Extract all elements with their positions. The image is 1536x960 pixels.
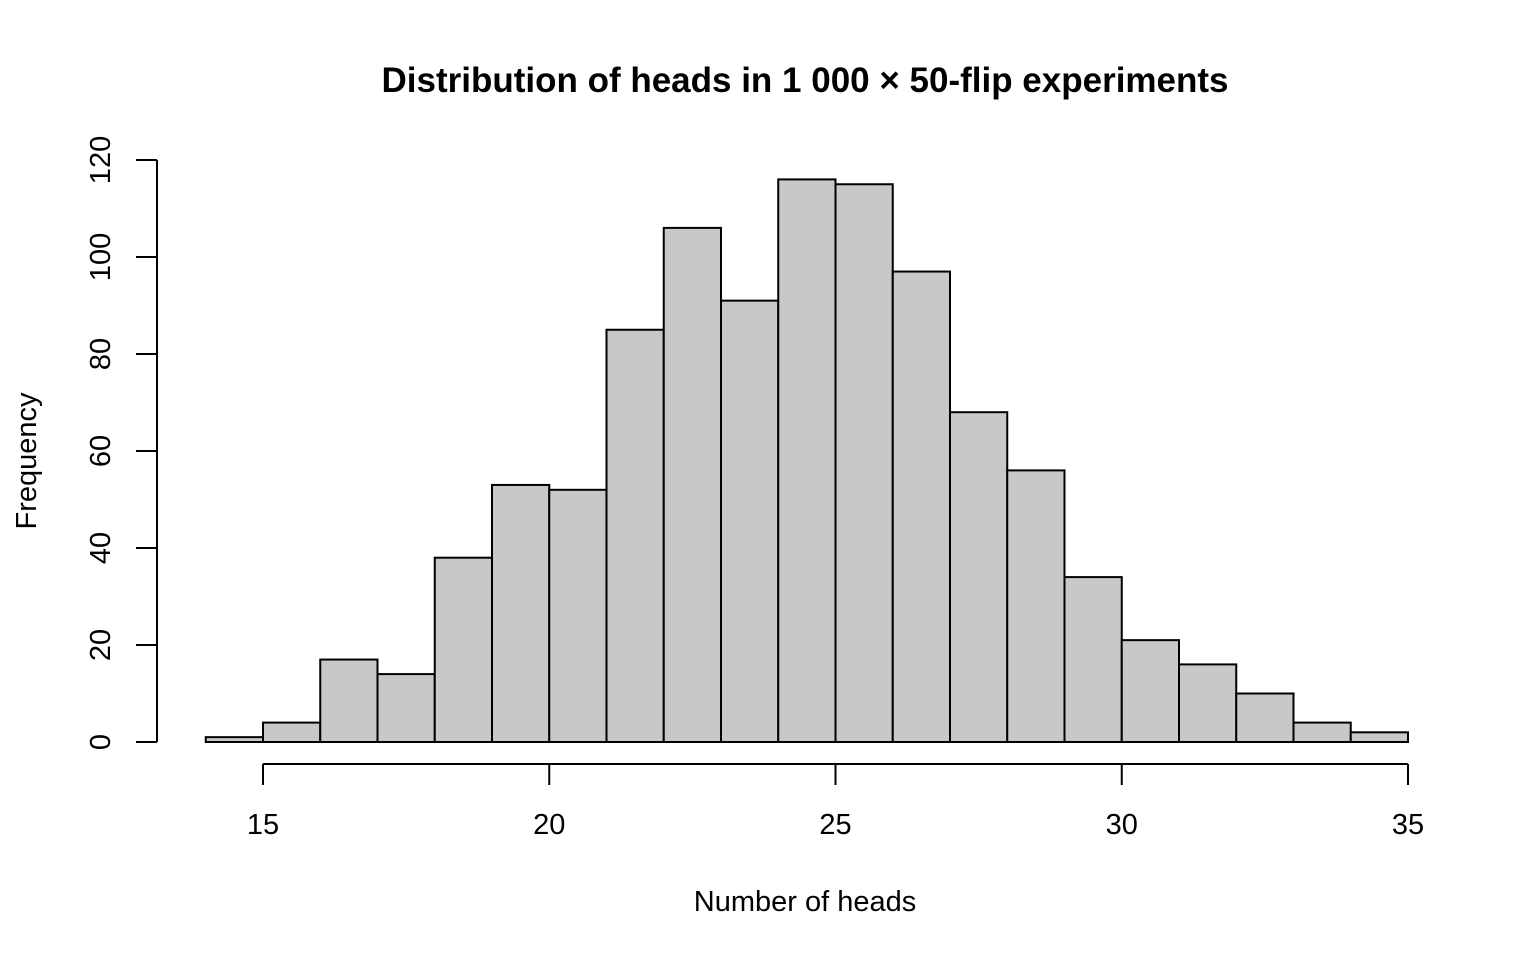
histogram-bar bbox=[834, 183, 894, 743]
histogram-bar bbox=[319, 658, 379, 743]
histogram-bar bbox=[662, 226, 722, 743]
x-axis-label: Number of heads bbox=[694, 886, 916, 918]
histogram-bar bbox=[1006, 469, 1066, 743]
histogram-bar bbox=[891, 270, 951, 743]
histogram-bar bbox=[1292, 721, 1352, 743]
chart-title: Distribution of heads in 1 000 × 50-flip… bbox=[381, 61, 1228, 100]
histogram-bar bbox=[262, 721, 322, 743]
histogram-bar bbox=[777, 178, 837, 743]
x-tick-label: 20 bbox=[533, 809, 565, 841]
histogram-bar bbox=[376, 673, 436, 743]
y-tick-label: 40 bbox=[85, 532, 117, 564]
histogram-bar bbox=[1235, 692, 1295, 743]
histogram-bar bbox=[491, 483, 551, 743]
histogram-bar bbox=[720, 299, 780, 743]
x-tick-label: 35 bbox=[1392, 809, 1424, 841]
y-axis-ticks: 0 20 40 60 80 100 120 bbox=[85, 136, 157, 750]
x-tick-label: 15 bbox=[247, 809, 279, 841]
x-tick-label: 25 bbox=[819, 809, 851, 841]
y-axis-label: Frequency bbox=[11, 392, 43, 530]
bars-group bbox=[204, 178, 1409, 744]
histogram-bar bbox=[204, 736, 264, 744]
y-tick-label: 100 bbox=[85, 233, 117, 281]
histogram-bar bbox=[1178, 663, 1238, 744]
x-axis-ticks: 15 20 25 30 35 bbox=[247, 764, 1424, 841]
y-tick-label: 0 bbox=[85, 734, 117, 750]
histogram-bar bbox=[1063, 576, 1123, 743]
histogram-bar bbox=[1349, 731, 1409, 743]
histogram-bar bbox=[548, 488, 608, 743]
y-tick-label: 20 bbox=[85, 629, 117, 661]
y-tick-label: 80 bbox=[85, 338, 117, 370]
histogram-bar bbox=[433, 556, 493, 744]
y-tick-label: 120 bbox=[85, 136, 117, 184]
histogram-bar bbox=[949, 411, 1009, 743]
histogram-bar bbox=[605, 328, 665, 743]
x-tick-label: 30 bbox=[1106, 809, 1138, 841]
y-tick-label: 60 bbox=[85, 435, 117, 467]
histogram-bar bbox=[1120, 639, 1180, 744]
